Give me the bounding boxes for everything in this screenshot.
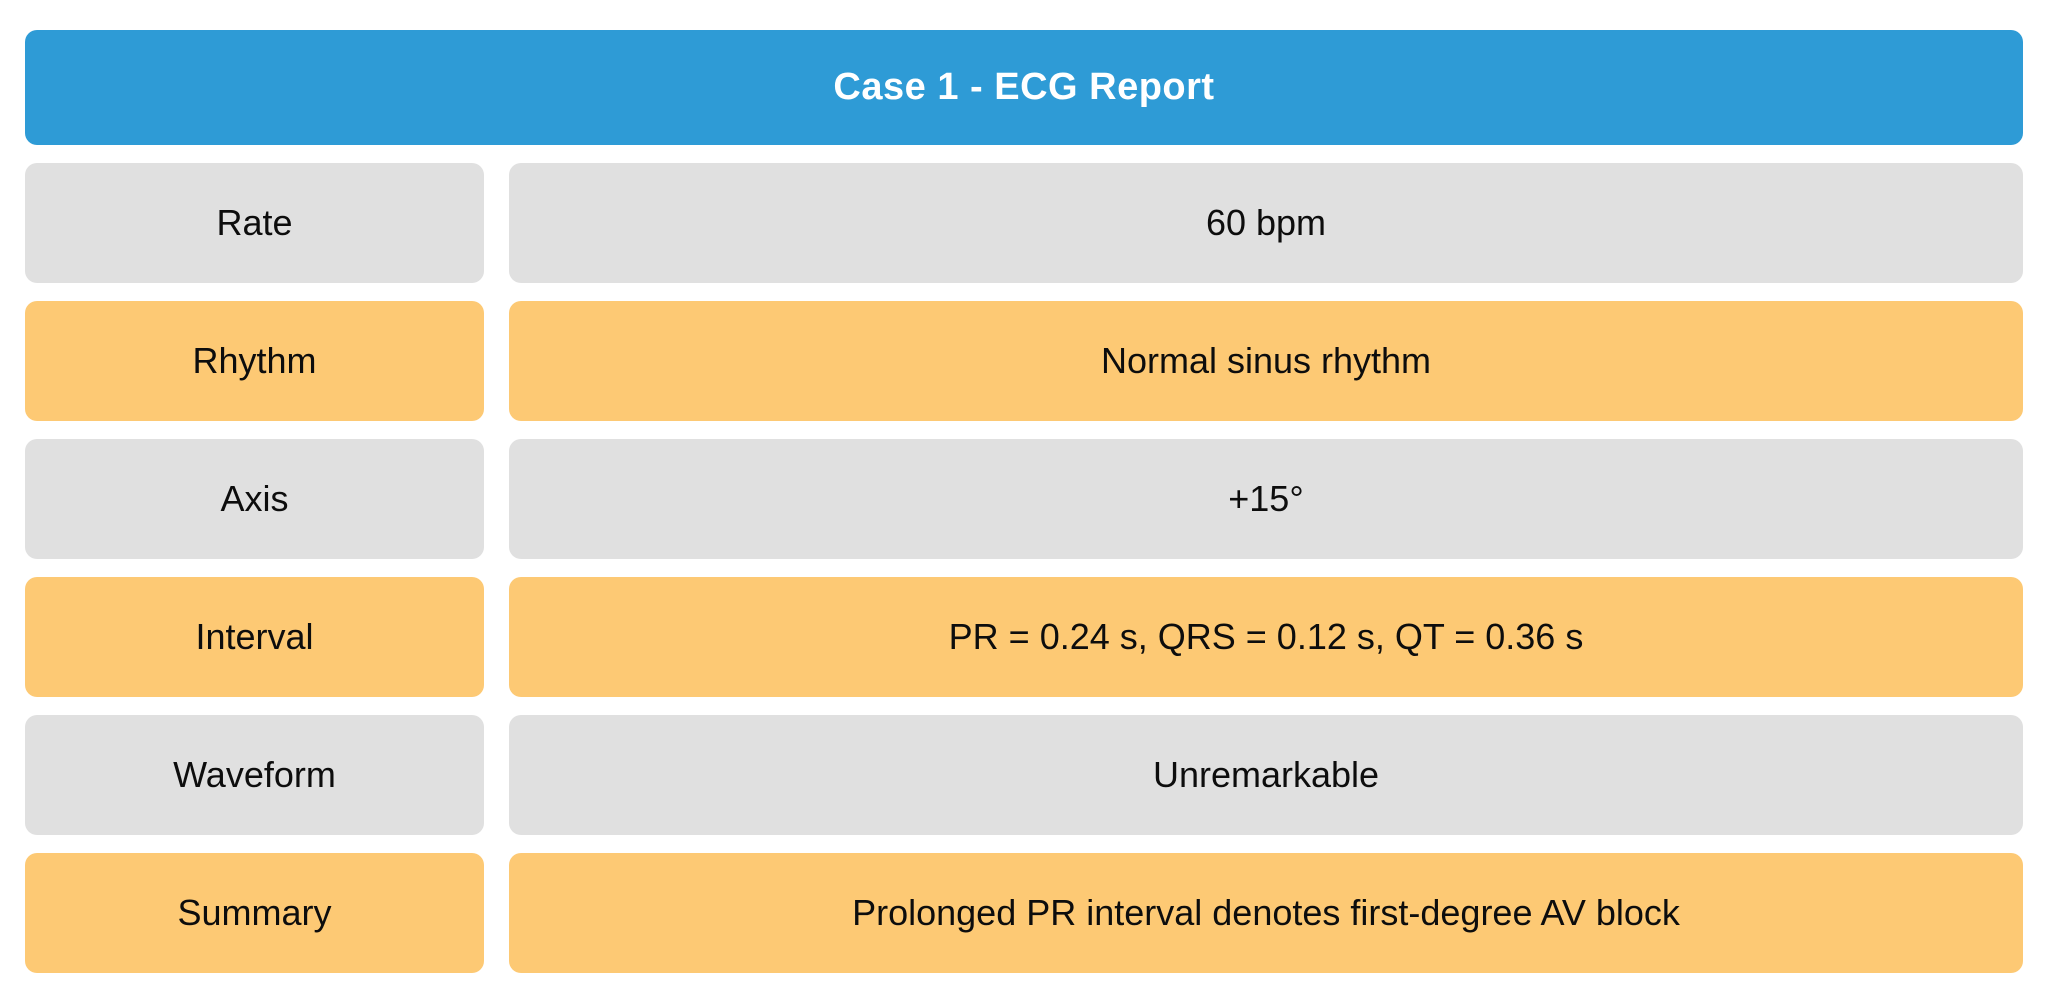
row-value-axis: +15° xyxy=(509,439,2023,559)
report-header: Case 1 - ECG Report xyxy=(25,30,2023,145)
row-value-waveform: Unremarkable xyxy=(509,715,2023,835)
table-row: Axis +15° xyxy=(25,439,2023,559)
row-label-summary: Summary xyxy=(25,853,484,973)
row-label-waveform: Waveform xyxy=(25,715,484,835)
table-row: Rhythm Normal sinus rhythm xyxy=(25,301,2023,421)
row-label-axis: Axis xyxy=(25,439,484,559)
row-value-interval: PR = 0.24 s, QRS = 0.12 s, QT = 0.36 s xyxy=(509,577,2023,697)
table-row: Summary Prolonged PR interval denotes fir… xyxy=(25,853,2023,973)
row-value-summary: Prolonged PR interval denotes first-degr… xyxy=(509,853,2023,973)
ecg-report-table: Case 1 - ECG Report Rate 60 bpm Rhythm Norm… xyxy=(25,30,2023,973)
row-label-rhythm: Rhythm xyxy=(25,301,484,421)
report-rows: Rate 60 bpm Rhythm Normal sinus rhythm Axis +… xyxy=(25,163,2023,973)
table-row: Waveform Unremarkable xyxy=(25,715,2023,835)
page-title: Case 1 - ECG Report xyxy=(833,66,1215,108)
row-label-rate: Rate xyxy=(25,163,484,283)
table-row: Rate 60 bpm xyxy=(25,163,2023,283)
table-row: Interval PR = 0.24 s, QRS = 0.12 s, QT = … xyxy=(25,577,2023,697)
row-label-interval: Interval xyxy=(25,577,484,697)
row-value-rhythm: Normal sinus rhythm xyxy=(509,301,2023,421)
row-value-rate: 60 bpm xyxy=(509,163,2023,283)
